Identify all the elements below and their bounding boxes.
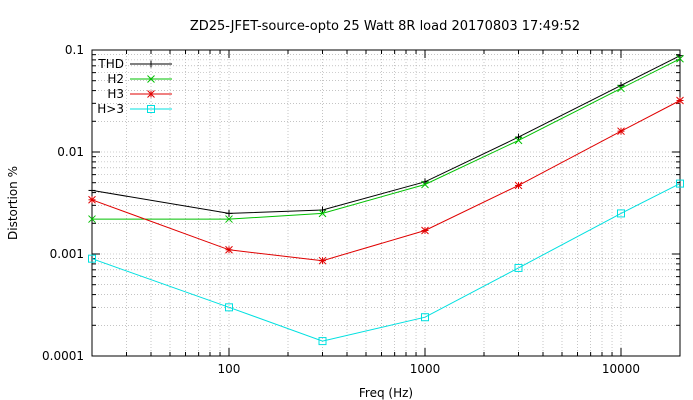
x-axis-label: Freq (Hz) [359,386,413,400]
data-point [88,186,96,194]
data-point [515,133,523,141]
data-point [318,209,327,218]
y-tick-label: 0.01 [57,145,84,159]
data-point [318,337,327,346]
data-point [617,81,625,89]
series-0 [88,52,684,217]
legend-marker [147,105,155,113]
x-tick-label: 10000 [602,362,640,376]
data-point [88,195,96,204]
legend-marker [147,90,155,98]
data-point [617,84,625,93]
data-point [616,209,625,218]
legend-label: H>3 [97,102,124,116]
data-point [514,181,523,190]
series-line [91,55,681,214]
legend-label: H2 [107,72,124,86]
series-lines [88,52,684,346]
data-point [225,245,233,254]
x-tick-label: 1000 [410,362,441,376]
data-point [617,127,625,136]
data-point [514,136,523,145]
legend-label: THD [97,57,124,71]
data-point [319,206,327,214]
chart-title: ZD25-JFET-source-opto 25 Watt 8R load 20… [190,19,580,34]
data-point [224,303,233,312]
legend-marker [147,60,155,68]
data-point [676,52,684,60]
data-point [421,226,429,235]
data-point [514,263,523,272]
data-point [676,54,684,63]
legend-marker [147,75,155,83]
series-line [92,58,681,220]
plot-frame [91,49,681,357]
grid [92,50,680,356]
axis-ticks: 100 1000 10000 0.0001 0.001 0.01 0.1 [42,43,680,376]
data-point [88,254,96,263]
series-line [91,183,681,342]
data-point [88,215,96,223]
data-point [676,96,684,105]
y-tick-label: 0.001 [50,247,84,261]
y-tick-label: 0.1 [65,43,84,57]
data-point [225,209,233,217]
y-tick-label: 0.0001 [42,349,84,363]
series-2 [88,96,684,265]
x-tick-label: 100 [218,362,241,376]
legend-label: H3 [107,87,124,101]
data-point [318,256,327,265]
series-1 [88,54,684,223]
y-axis-label: Distortion % [6,166,20,240]
series-3 [88,179,684,346]
series-line [91,100,681,262]
data-point [225,215,233,223]
data-point [420,313,429,322]
data-point [421,180,429,189]
data-point [676,179,684,188]
